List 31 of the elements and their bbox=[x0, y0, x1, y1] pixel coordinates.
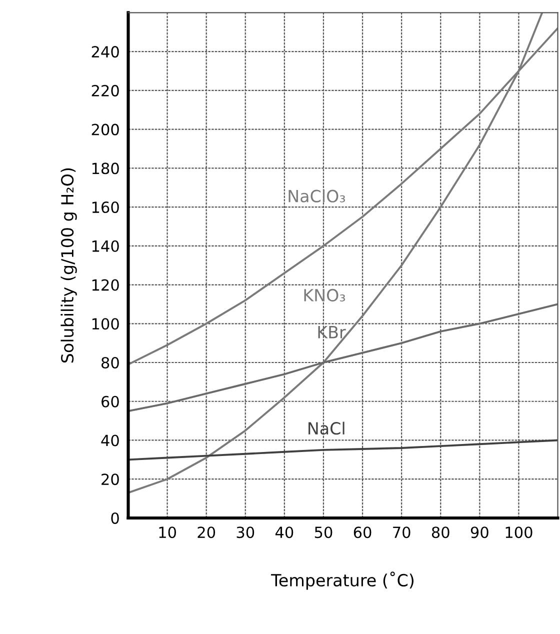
y-tick-label: 100 bbox=[92, 318, 119, 330]
y-tick-label: 240 bbox=[92, 46, 119, 58]
line-series bbox=[128, 303, 558, 412]
x-axis-title: Temperature (˚C) bbox=[271, 572, 414, 590]
y-tick-label: 200 bbox=[92, 124, 119, 136]
series-label: KBr bbox=[318, 326, 346, 338]
y-tick-label: 180 bbox=[92, 162, 119, 174]
x-tick-label: 70 bbox=[393, 526, 410, 538]
y-tick-label: 160 bbox=[92, 201, 119, 214]
y-axis-title: Solubility (g/100 g H₂O) bbox=[60, 168, 77, 363]
y-tick-label: 60 bbox=[102, 396, 119, 408]
series-label: NaCl bbox=[308, 422, 344, 435]
x-tick-label: 40 bbox=[275, 526, 294, 538]
y-tick-label: 40 bbox=[101, 434, 119, 446]
x-tick-label: 10 bbox=[159, 526, 176, 538]
x-tick-label: 100 bbox=[506, 526, 532, 538]
x-tick-label: 20 bbox=[198, 526, 216, 538]
x-tick-label: 30 bbox=[236, 526, 254, 538]
x-tick-label: 80 bbox=[432, 526, 450, 538]
x-tick-label: 90 bbox=[470, 526, 488, 538]
series-label: NaClO₃ bbox=[288, 190, 346, 202]
y-tick-label: 80 bbox=[102, 356, 119, 369]
line-series bbox=[128, 439, 558, 461]
y-tick-label: 220 bbox=[92, 84, 119, 96]
y-tick-label: 120 bbox=[92, 279, 119, 291]
x-tick-label: 60 bbox=[354, 526, 372, 538]
series-label: KNO₃ bbox=[304, 288, 346, 302]
y-tick-label: 140 bbox=[92, 240, 119, 252]
y-tick-label: 0 bbox=[111, 512, 119, 524]
y-tick-label: 20 bbox=[102, 474, 119, 486]
x-tick-label: 50 bbox=[314, 526, 332, 538]
